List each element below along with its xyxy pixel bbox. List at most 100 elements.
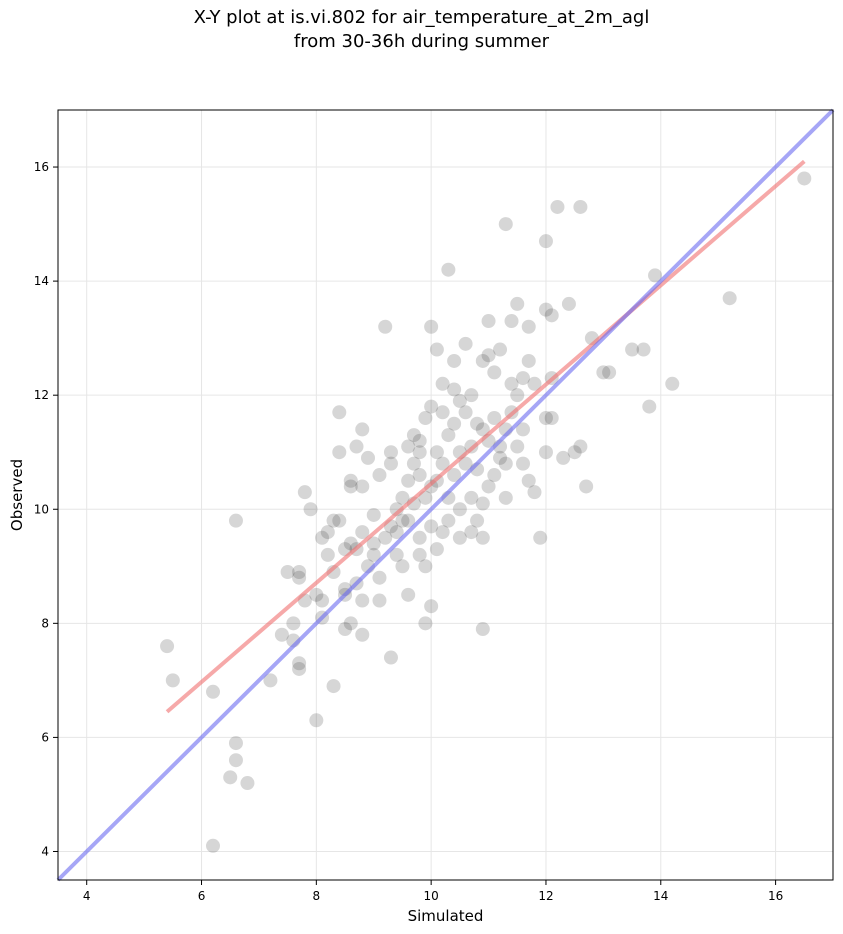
data-point <box>338 622 353 637</box>
data-point <box>406 428 421 443</box>
chart-title-line-1: X-Y plot at is.vi.802 for air_temperatur… <box>193 7 650 28</box>
data-point <box>355 479 370 494</box>
data-point <box>579 479 594 494</box>
data-point <box>527 485 542 500</box>
data-point <box>464 525 479 540</box>
data-point <box>332 405 347 420</box>
data-point <box>355 525 370 540</box>
data-point <box>332 445 347 460</box>
data-point <box>206 684 220 699</box>
identity-line <box>56 108 835 882</box>
data-point <box>521 319 536 334</box>
data-point <box>504 314 519 329</box>
data-point <box>366 507 381 522</box>
data-point <box>452 393 467 408</box>
data-point <box>315 530 330 545</box>
data-point <box>389 525 404 540</box>
data-point <box>309 713 324 728</box>
regression-line <box>165 159 806 714</box>
data-point <box>516 456 530 471</box>
data-point <box>309 587 324 602</box>
data-point <box>378 319 393 334</box>
data-point <box>435 456 450 471</box>
data-point <box>395 513 410 528</box>
x-tick-label: 10 <box>424 889 439 903</box>
data-point <box>326 513 341 528</box>
y-tick-label: 10 <box>34 502 49 516</box>
y-tick-label: 8 <box>41 616 49 630</box>
data-point <box>412 530 427 545</box>
data-point <box>435 405 450 420</box>
data-point <box>573 199 588 214</box>
y-tick-label: 12 <box>34 388 49 402</box>
data-point <box>292 656 307 671</box>
data-point <box>401 513 416 528</box>
y-tick-label: 14 <box>34 274 49 288</box>
data-point <box>223 770 238 785</box>
data-point <box>355 422 370 437</box>
data-point <box>527 376 542 391</box>
data-point <box>343 473 358 488</box>
data-point <box>228 513 243 528</box>
data-point <box>544 411 559 425</box>
data-point <box>320 547 335 562</box>
data-point <box>315 593 330 608</box>
data-point <box>475 496 490 511</box>
data-point <box>361 450 375 465</box>
data-point <box>573 439 588 454</box>
y-tick-label: 4 <box>41 844 49 858</box>
data-point <box>722 291 737 306</box>
data-point <box>510 388 525 403</box>
data-point <box>464 490 479 505</box>
data-point <box>498 490 513 505</box>
data-point <box>441 428 456 443</box>
data-point <box>383 456 398 471</box>
data-point <box>475 422 490 437</box>
data-point <box>343 616 358 631</box>
data-point <box>556 450 571 465</box>
data-point <box>263 673 278 688</box>
data-point <box>452 530 467 545</box>
chart-title: X-Y plot at is.vi.802 for air_temperatur… <box>0 6 843 54</box>
data-point <box>648 268 663 283</box>
data-point <box>280 565 295 579</box>
data-point <box>292 570 307 585</box>
chart-title-line-2: from 30-36h during summer <box>293 31 550 52</box>
data-point <box>418 490 433 505</box>
data-point <box>521 353 536 368</box>
data-point <box>452 502 467 517</box>
data-point <box>355 593 370 608</box>
data-point <box>487 411 502 425</box>
data-point <box>510 439 525 454</box>
data-point <box>447 468 462 483</box>
data-point <box>538 234 553 249</box>
x-tick-label: 6 <box>198 889 206 903</box>
y-tick-label: 6 <box>41 730 49 744</box>
data-point <box>447 382 462 397</box>
data-point <box>286 616 301 631</box>
data-point <box>435 525 450 540</box>
data-point <box>550 199 565 214</box>
data-point <box>602 365 617 380</box>
data-point <box>447 353 462 368</box>
data-point <box>372 468 387 483</box>
data-point <box>274 627 289 642</box>
data-point <box>538 302 553 317</box>
data-point <box>228 736 243 751</box>
data-point <box>401 473 416 488</box>
data-point <box>343 536 358 551</box>
y-tick-label: 16 <box>34 160 49 174</box>
data-point <box>642 399 657 414</box>
data-point <box>516 422 530 437</box>
data-point <box>424 599 439 614</box>
data-point <box>544 308 559 323</box>
y-axis-ticks: 4 6 8 10 12 14 16 <box>34 160 58 858</box>
plot-frame <box>57 109 834 881</box>
data-point <box>412 547 427 562</box>
data-point <box>424 519 439 534</box>
scatter-points <box>160 171 812 853</box>
data-point <box>332 513 347 528</box>
data-point <box>533 530 548 545</box>
data-point <box>441 513 456 528</box>
